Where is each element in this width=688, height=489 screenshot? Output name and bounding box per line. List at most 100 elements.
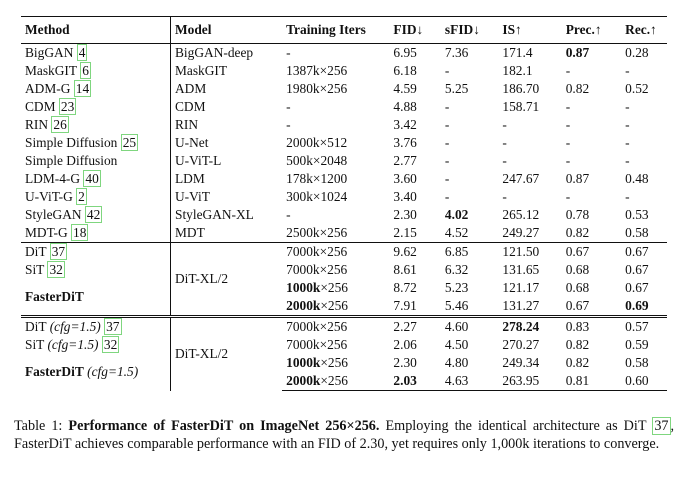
sfid-cell: - — [444, 171, 450, 186]
rec-cell: 0.67 — [625, 262, 649, 277]
citation-link[interactable]: 14 — [73, 80, 92, 97]
baseline-rows: BigGAN 4 BigGAN-deep - 6.95 7.36 171.4 0… — [21, 43, 667, 391]
method-cell: CDM 23 — [25, 98, 77, 115]
iters-cell: 7000k×256 — [282, 315, 390, 336]
iters-cell: 300k×1024 — [286, 189, 348, 204]
table-row: RIN 26 RIN - 3.42 - - - - — [21, 116, 667, 134]
prec-cell: 0.82 — [565, 337, 590, 352]
fid-cell: 4.59 — [393, 81, 417, 96]
model-cell: ADM — [170, 80, 283, 98]
sfid-cell: 4.80 — [444, 355, 469, 370]
is-cell: 265.12 — [502, 207, 540, 222]
prec-cell: - — [565, 153, 571, 168]
table-row: SiT (cfg=1.5) 32 7000k×256 2.06 4.50 270… — [21, 336, 667, 354]
results-table: Method Model Training Iters FID↓ sFID↓ I… — [21, 16, 667, 391]
prec-cell: 0.83 — [561, 315, 622, 336]
citation-link[interactable]: 32 — [47, 261, 65, 278]
method-cell: SiT 32 — [25, 261, 65, 278]
table-row: StyleGAN 42 StyleGAN-XL - 2.30 4.02 265.… — [21, 206, 667, 224]
fid-cell: 7.91 — [393, 298, 417, 313]
col-header-fid: FID↓ — [389, 16, 441, 44]
method-cell: Simple Diffusion 25 — [25, 134, 139, 151]
iters-cell: 178k×1200 — [286, 171, 348, 186]
citation-link[interactable]: 18 — [71, 224, 89, 241]
rec-cell: 0.69 — [625, 298, 649, 313]
fid-cell: 3.60 — [393, 171, 417, 186]
model-cell: CDM — [170, 98, 283, 116]
model-cell: MDT — [170, 224, 283, 243]
method-cell: U-ViT-G 2 — [25, 188, 87, 205]
table-row: FasterDiT (cfg=1.5) 1000k×256 2.30 4.80 … — [21, 354, 667, 379]
iters-cell: - — [286, 99, 291, 114]
prec-cell: - — [565, 99, 571, 114]
rec-cell: 0.48 — [625, 171, 649, 186]
model-cell: MaskGIT — [170, 62, 283, 80]
iters-cell: 2000k×512 — [286, 135, 348, 150]
iters-cell: 2500k×256 — [286, 225, 348, 240]
rec-cell: 0.59 — [625, 337, 649, 352]
sfid-cell: 5.23 — [444, 280, 469, 295]
citation-link[interactable]: 25 — [120, 134, 139, 151]
rec-cell: - — [625, 135, 630, 150]
table-row: MDT-G 18 MDT 2500k×256 2.15 4.52 249.27 … — [21, 224, 667, 243]
iters-cell: 500k×2048 — [286, 153, 348, 168]
prec-cell: 0.78 — [565, 207, 590, 222]
col-header-prec: Prec.↑ — [561, 16, 622, 44]
prec-cell: 0.68 — [565, 280, 590, 295]
is-cell: 121.50 — [498, 242, 562, 261]
table-row: BigGAN 4 BigGAN-deep - 6.95 7.36 171.4 0… — [21, 43, 667, 62]
iters-cell: 1980k×256 — [286, 81, 348, 96]
table-row: LDM-4-G 40 LDM 178k×1200 3.60 - 247.67 0… — [21, 170, 667, 188]
fid-cell: 2.30 — [393, 207, 417, 222]
method-cell: Simple Diffusion — [25, 153, 118, 168]
method-cell: LDM-4-G 40 — [25, 170, 101, 187]
method-cell: FasterDiT — [25, 289, 84, 304]
sfid-cell: - — [444, 189, 450, 204]
is-cell: - — [502, 117, 507, 132]
citation-link[interactable]: 4 — [76, 44, 88, 61]
col-header-method: Method — [21, 16, 171, 44]
sfid-cell: - — [444, 135, 450, 150]
fid-cell: 6.95 — [393, 45, 417, 60]
iters-cell: 2000k×256 — [282, 372, 390, 391]
sfid-cell: 4.52 — [444, 225, 469, 240]
iters-cell: - — [286, 207, 291, 222]
is-cell: 171.4 — [502, 45, 533, 60]
is-cell: 158.71 — [502, 99, 540, 114]
table-row: ADM-G 14 ADM 1980k×256 4.59 5.25 186.70 … — [21, 80, 667, 98]
is-cell: 270.27 — [502, 337, 540, 352]
iters-cell: 1000k×256 — [286, 355, 348, 370]
prec-cell: 0.67 — [561, 242, 622, 261]
table-row: DiT 37 DiT-XL/2 7000k×256 9.62 6.85 121.… — [21, 242, 667, 317]
citation-link[interactable]: 32 — [101, 336, 120, 353]
is-cell: 121.17 — [502, 280, 540, 295]
fid-cell: 2.30 — [393, 355, 417, 370]
fid-cell: 3.42 — [393, 117, 417, 132]
is-cell: - — [502, 153, 507, 168]
citation-link[interactable]: 26 — [51, 116, 69, 133]
prec-cell: 0.82 — [565, 355, 590, 370]
citation-link[interactable]: 2 — [76, 188, 87, 205]
citation-link[interactable]: 40 — [83, 170, 101, 187]
is-cell: 249.34 — [502, 355, 540, 370]
prec-cell: - — [565, 117, 571, 132]
method-cell: DiT 37 — [21, 242, 171, 261]
citation-link[interactable]: 37 — [49, 243, 68, 260]
prec-cell: - — [565, 189, 571, 204]
caption-title: Performance of FasterDiT on ImageNet 256… — [68, 418, 380, 434]
sfid-cell: - — [444, 153, 450, 168]
iters-cell: - — [286, 117, 291, 132]
citation-link[interactable]: 23 — [58, 98, 77, 115]
citation-link[interactable]: 6 — [80, 62, 91, 79]
prec-cell: - — [565, 63, 571, 78]
is-cell: - — [502, 189, 507, 204]
sfid-cell: - — [444, 99, 450, 114]
table-row: Simple Diffusion U-ViT-L 500k×2048 2.77 … — [21, 152, 667, 170]
sfid-cell: 7.36 — [444, 45, 469, 60]
method-cell: FasterDiT (cfg=1.5) — [25, 364, 139, 380]
citation-link[interactable]: 42 — [84, 206, 103, 223]
citation-link[interactable]: 37 — [104, 318, 122, 335]
citation-link[interactable]: 37 — [652, 417, 671, 435]
model-cell: DiT-XL/2 — [170, 242, 283, 317]
